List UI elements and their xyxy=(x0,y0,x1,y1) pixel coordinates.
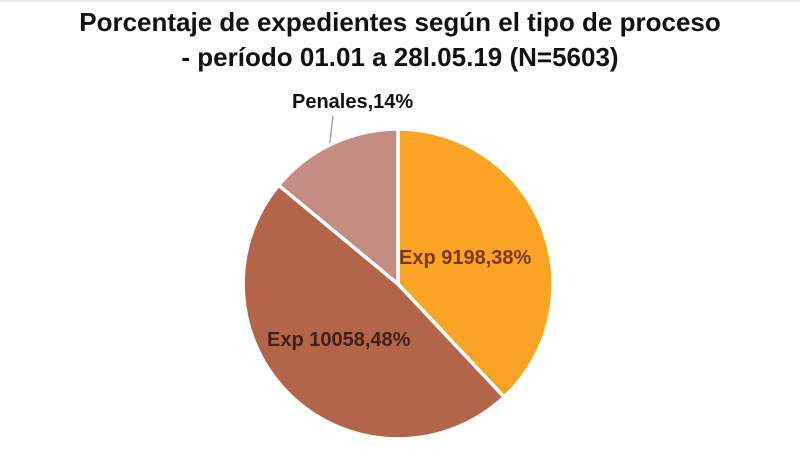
pie-slice-exp-9198 xyxy=(396,127,555,399)
top-edge-divider xyxy=(0,0,800,2)
chart-title: Porcentaje de expedientes según el tipo … xyxy=(0,5,800,75)
data-label-penales: Penales,14% xyxy=(292,91,414,113)
data-label-exp-9198: Exp 9198,38% xyxy=(399,247,532,269)
pie-slice-penales xyxy=(276,127,400,286)
data-label-exp-10058: Exp 10058,48% xyxy=(267,329,411,351)
chart-title-line-1: Porcentaje de expedientes según el tipo … xyxy=(79,7,721,37)
pie-slice-exp-10058 xyxy=(241,183,506,441)
chart-title-line-2: - período 01.01 a 28l.05.19 (N=5603) xyxy=(181,42,619,72)
